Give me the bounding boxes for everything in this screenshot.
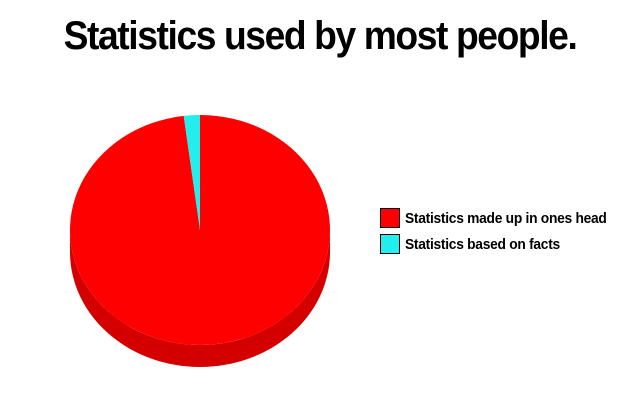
pie-top: [69, 115, 330, 345]
legend-label-facts: Statistics based on facts: [405, 235, 560, 253]
pie-depth: [70, 230, 330, 367]
legend-swatch-facts: [380, 234, 400, 254]
legend-item-facts: Statistics based on facts: [380, 234, 624, 254]
legend-swatch-made-up: [380, 208, 400, 228]
pie-slice-1: [183, 115, 200, 230]
legend: Statistics made up in ones head Statisti…: [380, 208, 624, 260]
legend-label-made-up: Statistics made up in ones head: [405, 209, 607, 227]
pie-depth-0-0: [70, 230, 330, 367]
pie-slice-0: [69, 115, 330, 345]
legend-item-made-up: Statistics made up in ones head: [380, 208, 624, 228]
chart-title: Statistics used by most people.: [63, 14, 578, 58]
